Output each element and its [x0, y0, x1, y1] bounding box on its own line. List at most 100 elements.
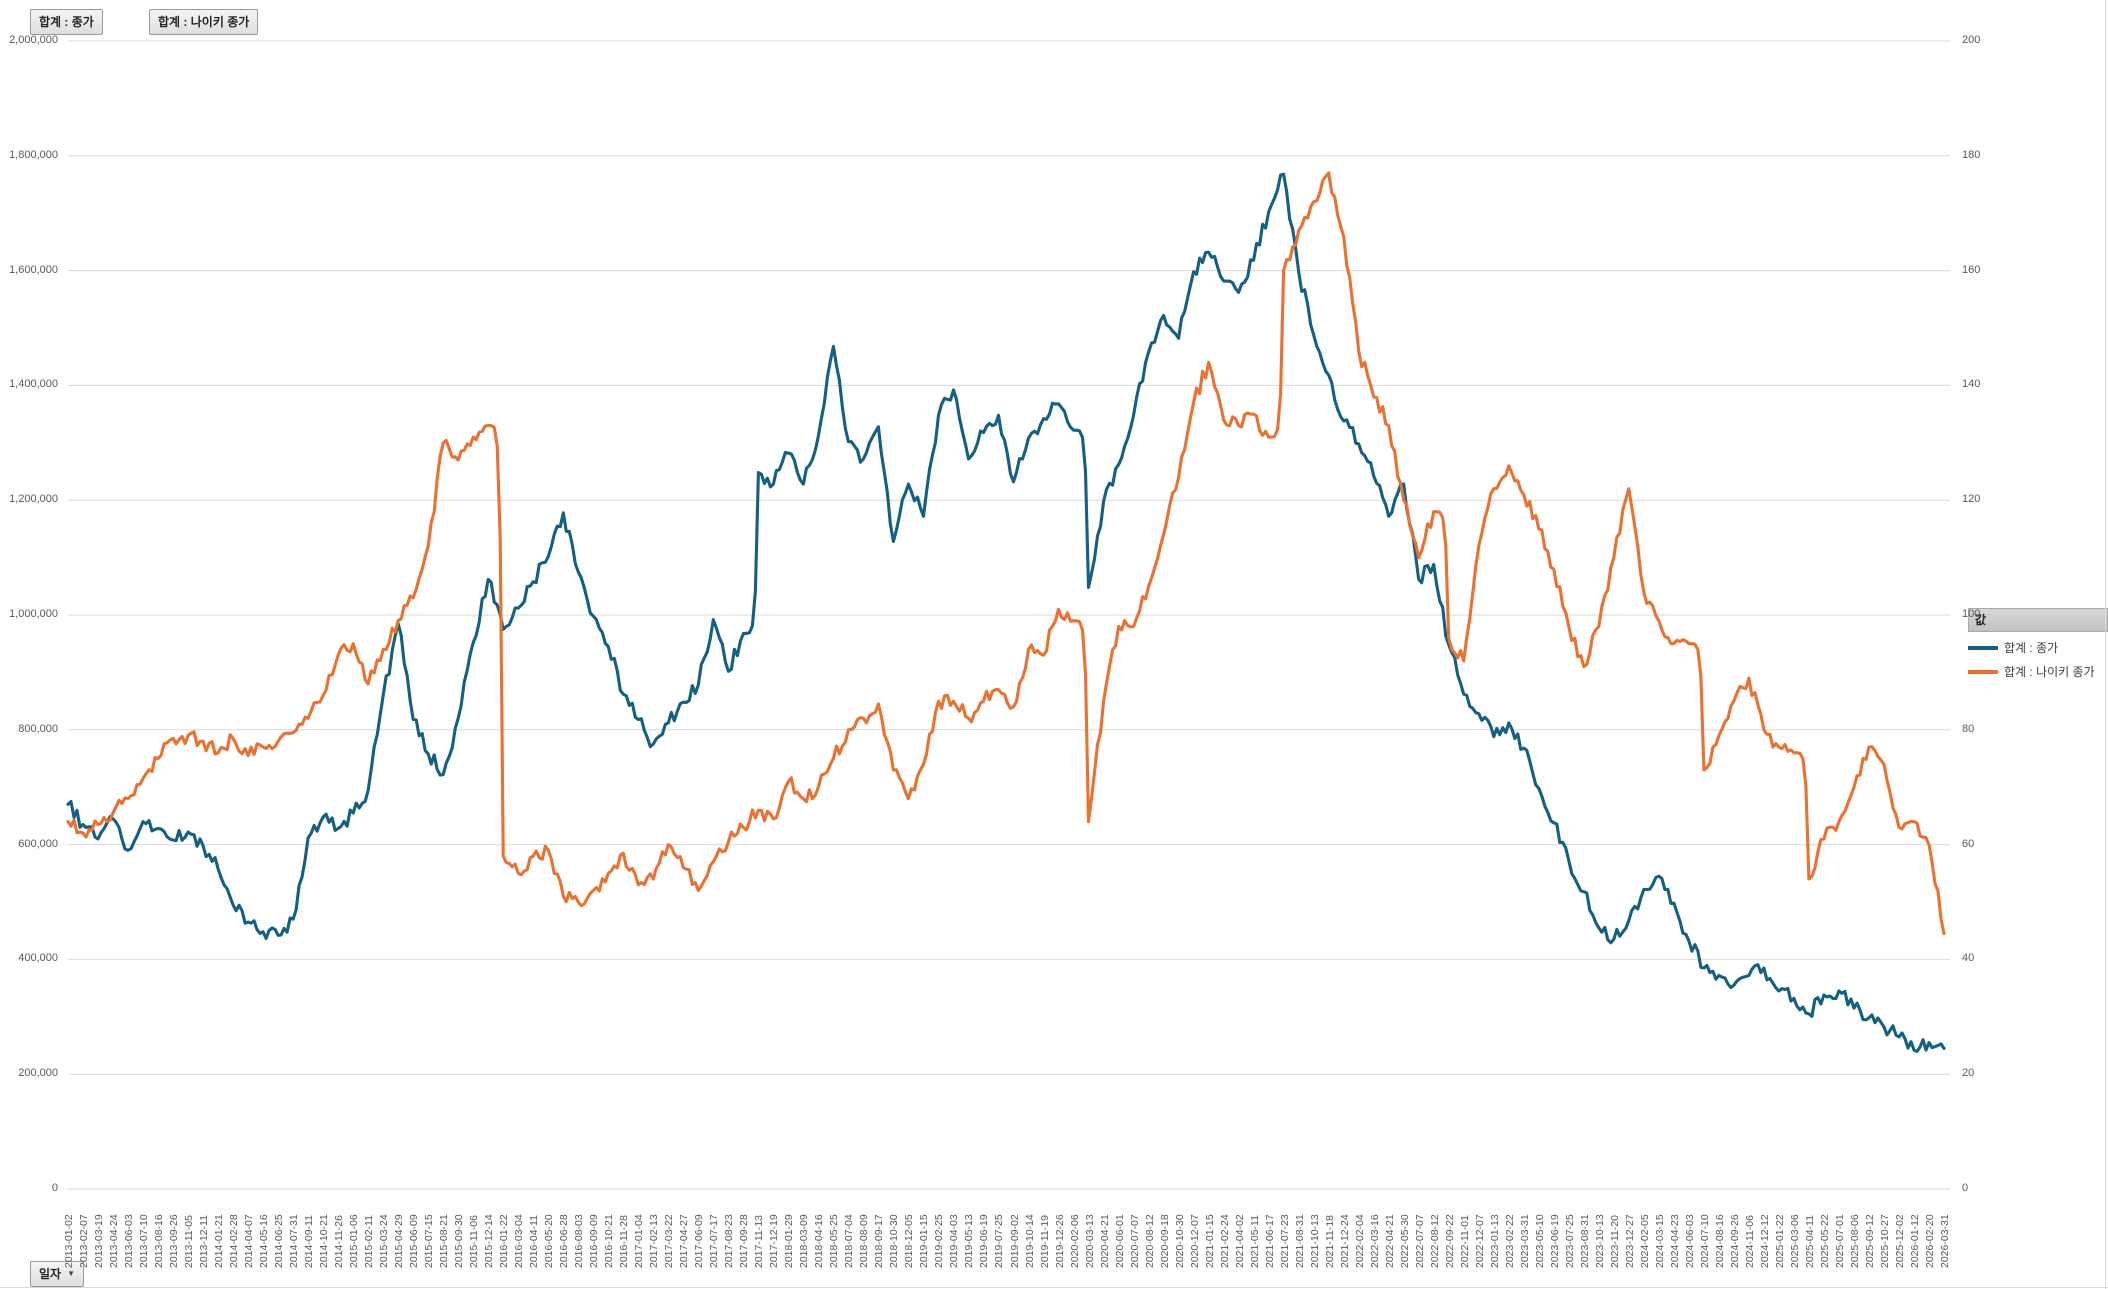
x-axis-tick-label: 2018-07-04: [843, 1214, 856, 1268]
x-axis-tick-label: 2018-03-09: [798, 1214, 811, 1268]
left-axis-tick-label: 1,600,000: [9, 263, 58, 276]
x-axis-tick-label: 2023-06-19: [1548, 1214, 1561, 1268]
x-axis-tick-label: 2024-11-06: [1743, 1215, 1756, 1268]
x-axis-tick-label: 2015-07-15: [423, 1214, 436, 1268]
x-axis-tick-label: 2022-07-07: [1413, 1214, 1426, 1268]
x-axis-tick-label: 2021-12-24: [1338, 1214, 1351, 1268]
right-axis-tick-label: 200: [1962, 34, 1981, 46]
field-button-sum-nike-close[interactable]: 합계 : 나이키 종가: [149, 9, 259, 35]
x-axis-tick-label: 2021-08-31: [1293, 1214, 1306, 1268]
x-axis-tick-label: 2013-01-02: [63, 1214, 75, 1268]
x-axis-tick-label: 2019-11-19: [1038, 1215, 1051, 1268]
x-axis-tick-label: 2014-09-11: [303, 1215, 316, 1268]
x-axis-tick-label: 2013-12-11: [198, 1215, 211, 1268]
dropdown-arrow-icon: ▼: [67, 1268, 76, 1278]
x-axis-tick-label: 2025-04-11: [1803, 1215, 1816, 1268]
x-axis-tick-label: 2023-03-31: [1518, 1214, 1531, 1268]
x-axis-tick-label: 2026-03-31: [1939, 1214, 1951, 1268]
x-axis-tick-label: 2015-11-06: [468, 1215, 481, 1268]
x-axis-tick-label: 2025-07-01: [1833, 1214, 1846, 1268]
left-axis-tick-label: 1,000,000: [9, 608, 58, 620]
x-axis-tick-label: 2021-02-24: [1218, 1214, 1231, 1268]
field-button-sum-close-label: 합계 : 종가: [39, 15, 94, 29]
x-axis-tick-label: 2023-07-25: [1563, 1214, 1576, 1268]
left-axis-tick-label: 1,200,000: [9, 493, 58, 506]
x-axis-tick-label: 2019-12-26: [1053, 1214, 1066, 1268]
x-axis-tick-label: 2015-01-06: [348, 1214, 361, 1268]
x-axis-tick-label: 2024-12-12: [1758, 1214, 1771, 1268]
legend-item-close[interactable]: 합계 : 종가: [1968, 639, 2108, 656]
x-axis-tick-label: 2020-06-01: [1113, 1214, 1126, 1268]
x-axis-tick-label: 2017-08-23: [723, 1214, 736, 1268]
x-axis-tick-label: 2014-04-07: [243, 1214, 256, 1268]
chart-bottom-border: [0, 1287, 2108, 1288]
x-axis-tick-label: 2015-09-30: [453, 1214, 466, 1268]
chart-right-border: [2105, 0, 2106, 1289]
x-axis-tick-label: 2025-12-02: [1893, 1214, 1906, 1268]
legend-item-nike-close[interactable]: 합계 : 나이키 종가: [1968, 663, 2108, 680]
x-axis-tick-label: 2021-11-18: [1323, 1215, 1336, 1268]
x-axis-tick-label: 2025-01-22: [1773, 1214, 1786, 1268]
series-line-nike-close[interactable]: [66, 171, 1946, 936]
x-axis-tick-label: 2023-05-10: [1533, 1214, 1546, 1268]
right-axis-tick-label: 20: [1962, 1067, 1975, 1080]
x-axis-tick-label: 2026-02-20: [1923, 1214, 1936, 1268]
x-axis-tick-label: 2015-06-09: [408, 1214, 421, 1268]
x-axis-tick-label: 2021-06-17: [1263, 1214, 1276, 1268]
x-axis-tick-label: 2013-11-05: [183, 1215, 196, 1268]
x-axis-tick-label: 2015-03-24: [378, 1214, 391, 1268]
x-axis-tick-label: 2015-04-29: [393, 1214, 406, 1268]
x-axis-tick-label: 2014-02-28: [228, 1214, 241, 1268]
x-axis-tick-label: 2021-10-13: [1308, 1214, 1321, 1268]
x-axis-tick-label: 2016-05-20: [543, 1214, 556, 1268]
x-axis-tick-label: 2014-01-21: [213, 1214, 226, 1268]
x-axis-tick-label: 2013-04-24: [108, 1214, 121, 1268]
x-axis-tick-label: 2017-12-19: [768, 1214, 781, 1268]
x-axis-tick-label: 2022-11-01: [1458, 1215, 1471, 1268]
x-axis-tick-label: 2020-08-12: [1143, 1214, 1156, 1268]
x-axis-tick-label: 2024-03-15: [1653, 1214, 1666, 1268]
x-axis-tick-label: 2019-04-03: [948, 1214, 961, 1268]
x-axis-tick-label: 2020-09-18: [1158, 1214, 1171, 1268]
x-axis-tick-label: 2019-01-15: [918, 1214, 931, 1268]
x-axis-tick-label: 2019-10-14: [1023, 1214, 1036, 1268]
x-axis-tick-label: 2014-05-16: [258, 1214, 271, 1268]
x-axis-tick-label: 2017-02-13: [648, 1214, 661, 1268]
x-axis-tick-label: 2019-02-25: [933, 1214, 946, 1268]
x-axis-tick-label: 2020-07-07: [1128, 1214, 1141, 1268]
x-axis-tick-label: 2018-10-30: [888, 1214, 901, 1268]
x-axis-tick-label: 2017-11-13: [753, 1215, 766, 1268]
x-axis-tick-label: 2023-01-13: [1488, 1214, 1501, 1268]
x-axis-tick-label: 2022-05-30: [1398, 1214, 1411, 1268]
x-axis-tick-label: 2020-10-30: [1173, 1214, 1186, 1268]
x-axis-tick-label: 2020-04-21: [1098, 1214, 1111, 1268]
x-axis-tick-label: 2015-08-21: [438, 1214, 451, 1268]
x-axis-tick-label: 2022-09-22: [1443, 1214, 1456, 1268]
x-axis-tick-label: 2024-02-05: [1638, 1214, 1651, 1268]
x-axis-tick-label: 2013-07-10: [138, 1214, 151, 1268]
field-button-date[interactable]: 일자 ▼: [30, 1261, 85, 1287]
x-axis-tick-label: 2014-10-21: [318, 1214, 331, 1268]
x-axis-tick-label: 2025-03-06: [1788, 1214, 1801, 1268]
x-axis-tick-label: 2017-04-27: [678, 1214, 691, 1268]
x-axis-tick-label: 2022-02-04: [1353, 1214, 1366, 1268]
right-axis-tick-label: 160: [1962, 263, 1981, 276]
x-axis-tick-label: 2016-09-09: [588, 1214, 601, 1268]
x-axis-tick-label: 2024-04-23: [1668, 1214, 1681, 1268]
legend-header[interactable]: 값: [1968, 608, 2108, 632]
x-axis-tick-label: 2017-09-28: [738, 1214, 751, 1268]
series-line-close[interactable]: [66, 172, 1946, 1053]
legend-swatch-close: [1968, 645, 1998, 650]
x-axis-tick-label: 2022-03-16: [1368, 1214, 1381, 1268]
x-axis-tick-label: 2024-09-26: [1728, 1214, 1741, 1268]
x-axis-tick-label: 2013-08-16: [153, 1214, 166, 1268]
x-axis-tick-label: 2024-08-16: [1713, 1214, 1726, 1268]
field-button-sum-close[interactable]: 합계 : 종가: [30, 9, 103, 35]
left-axis-tick-label: 800,000: [18, 722, 58, 735]
legend-label-nike-close: 합계 : 나이키 종가: [2004, 665, 2095, 679]
x-axis-tick-label: 2021-04-02: [1233, 1214, 1246, 1268]
x-axis-tick-label: 2015-02-11: [363, 1215, 376, 1268]
x-axis-tick-label: 2026-01-12: [1908, 1214, 1921, 1268]
